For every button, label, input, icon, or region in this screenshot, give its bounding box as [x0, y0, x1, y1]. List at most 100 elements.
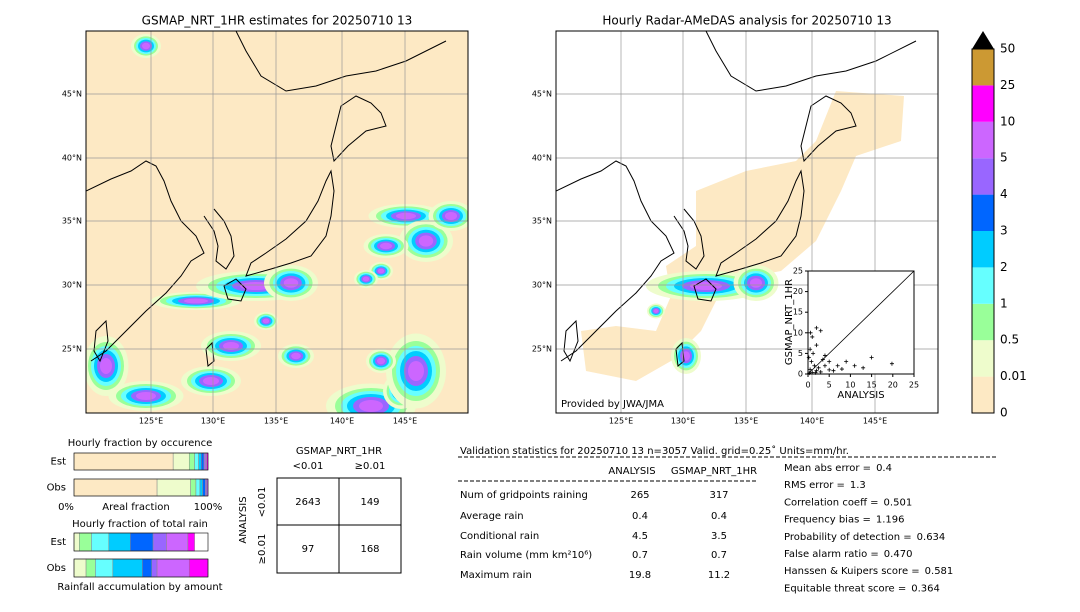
point	[814, 325, 819, 330]
fraction-segment	[201, 452, 205, 471]
fraction-segment	[188, 558, 209, 578]
score-name: Correlation coeff =	[784, 497, 879, 508]
stat-name: Maximum rain	[460, 570, 532, 581]
point	[839, 367, 844, 372]
col-label: ≥0.01	[355, 461, 386, 472]
cell: 149	[360, 497, 379, 508]
fraction-segment	[156, 478, 191, 497]
panel-footer: Rainfall accumulation by amount	[57, 582, 222, 593]
stat-value: 265	[630, 490, 649, 501]
bar-frame	[73, 532, 209, 552]
map-title: Hourly Radar-AMeDAS analysis for 2025071…	[602, 14, 891, 28]
rain-area	[240, 282, 272, 290]
point	[835, 363, 840, 368]
stat-name: Rain volume (mm km²10⁶)	[460, 550, 592, 561]
colorbar-label: 5	[1000, 151, 1008, 165]
point	[861, 365, 866, 370]
credit: Provided by JWA/JMA	[561, 399, 664, 410]
colorbar-label: 3	[1000, 224, 1008, 238]
fraction-segment	[152, 532, 167, 552]
colorbar-label: 2	[1000, 260, 1008, 274]
col-header: ANALYSIS	[608, 466, 655, 477]
fraction-segment	[108, 532, 131, 552]
point	[808, 347, 813, 352]
stat-value: 0.4	[711, 511, 727, 522]
colorbar-segment	[972, 376, 994, 413]
stat-value: 0.7	[632, 550, 648, 561]
score-value: 0.364	[911, 583, 940, 594]
fraction-segment	[202, 478, 206, 497]
point	[811, 351, 816, 356]
fraction-segment	[79, 532, 92, 552]
rain-area	[223, 342, 239, 350]
row-label: ≥0.01	[257, 534, 268, 565]
score: RMS error = 1.3	[784, 480, 866, 491]
rain-area	[377, 268, 385, 274]
point	[818, 369, 823, 374]
fraction-segment	[172, 452, 190, 471]
panel-title: Hourly fraction of total rain	[72, 519, 208, 530]
axis-label: 100%	[194, 502, 223, 513]
score: Hanssen & Kuipers score = 0.581	[784, 566, 953, 577]
lon-label: 140°E	[800, 417, 824, 426]
stat-value: 19.8	[629, 570, 651, 581]
fraction-segment	[112, 558, 143, 578]
score-value: 1.3	[850, 480, 866, 491]
score: Probability of detection = 0.634	[784, 532, 945, 543]
colorbar-label: 1	[1000, 296, 1008, 310]
point	[808, 367, 813, 372]
score: Frequency bias = 1.196	[784, 515, 905, 526]
rain-area	[203, 377, 219, 385]
point	[813, 370, 818, 375]
axis-label: Areal fraction	[102, 502, 169, 513]
score-value: 0.4	[876, 463, 892, 474]
colorbar-extend	[972, 31, 994, 49]
stat-value: 4.5	[632, 531, 648, 542]
stat-value: 0.7	[711, 550, 727, 561]
fraction-segment	[73, 532, 80, 552]
x-tick-label: 25	[909, 381, 919, 390]
fraction-segment	[142, 558, 152, 578]
lat-label: 30°N	[62, 281, 82, 290]
rain-area	[291, 352, 301, 360]
point	[808, 330, 813, 335]
rain-area	[262, 318, 270, 324]
fraction-segment	[73, 478, 158, 497]
stat-name: Average rain	[460, 511, 524, 522]
x-tick-label: 20	[888, 381, 898, 390]
score-name: Mean abs error =	[784, 463, 871, 474]
colorbar-label: 50	[1000, 42, 1015, 56]
colorbar-segment	[972, 267, 994, 304]
score-name: Frequency bias =	[784, 515, 871, 526]
colorbar-segment	[972, 340, 994, 377]
map-frame	[85, 30, 469, 414]
diagonal	[807, 270, 915, 375]
bar-frame	[73, 558, 209, 578]
x-axis-label: ANALYSIS	[837, 390, 884, 401]
col-header: GSMAP_NRT_1HR	[671, 466, 757, 477]
rain-area	[653, 309, 659, 313]
point	[822, 363, 827, 368]
point	[809, 359, 814, 364]
score-name: Probability of detection =	[784, 532, 912, 543]
map-frame	[555, 30, 939, 414]
score: False alarm ratio = 0.470	[784, 549, 912, 560]
lon-label: 140°E	[330, 417, 354, 426]
lon-label: 145°E	[863, 417, 887, 426]
lat-label: 40°N	[62, 154, 82, 163]
coastline	[86, 31, 447, 367]
row-label: Est	[51, 457, 67, 468]
y-axis-label: GSMAP_NRT_1HR	[784, 279, 795, 365]
point	[852, 363, 857, 368]
analysis-area	[581, 91, 904, 381]
colorbar-label: 25	[1000, 78, 1015, 92]
stat-value: 3.5	[711, 531, 727, 542]
score: Equitable threat score = 0.364	[784, 583, 940, 594]
point	[810, 334, 815, 339]
lat-label: 45°N	[532, 90, 552, 99]
cell: 2643	[295, 497, 320, 508]
lat-label: 35°N	[532, 217, 552, 226]
y-tick-label: 15	[793, 308, 803, 317]
fraction-segment	[166, 532, 189, 552]
colorbar-label: 0.5	[1000, 333, 1019, 347]
